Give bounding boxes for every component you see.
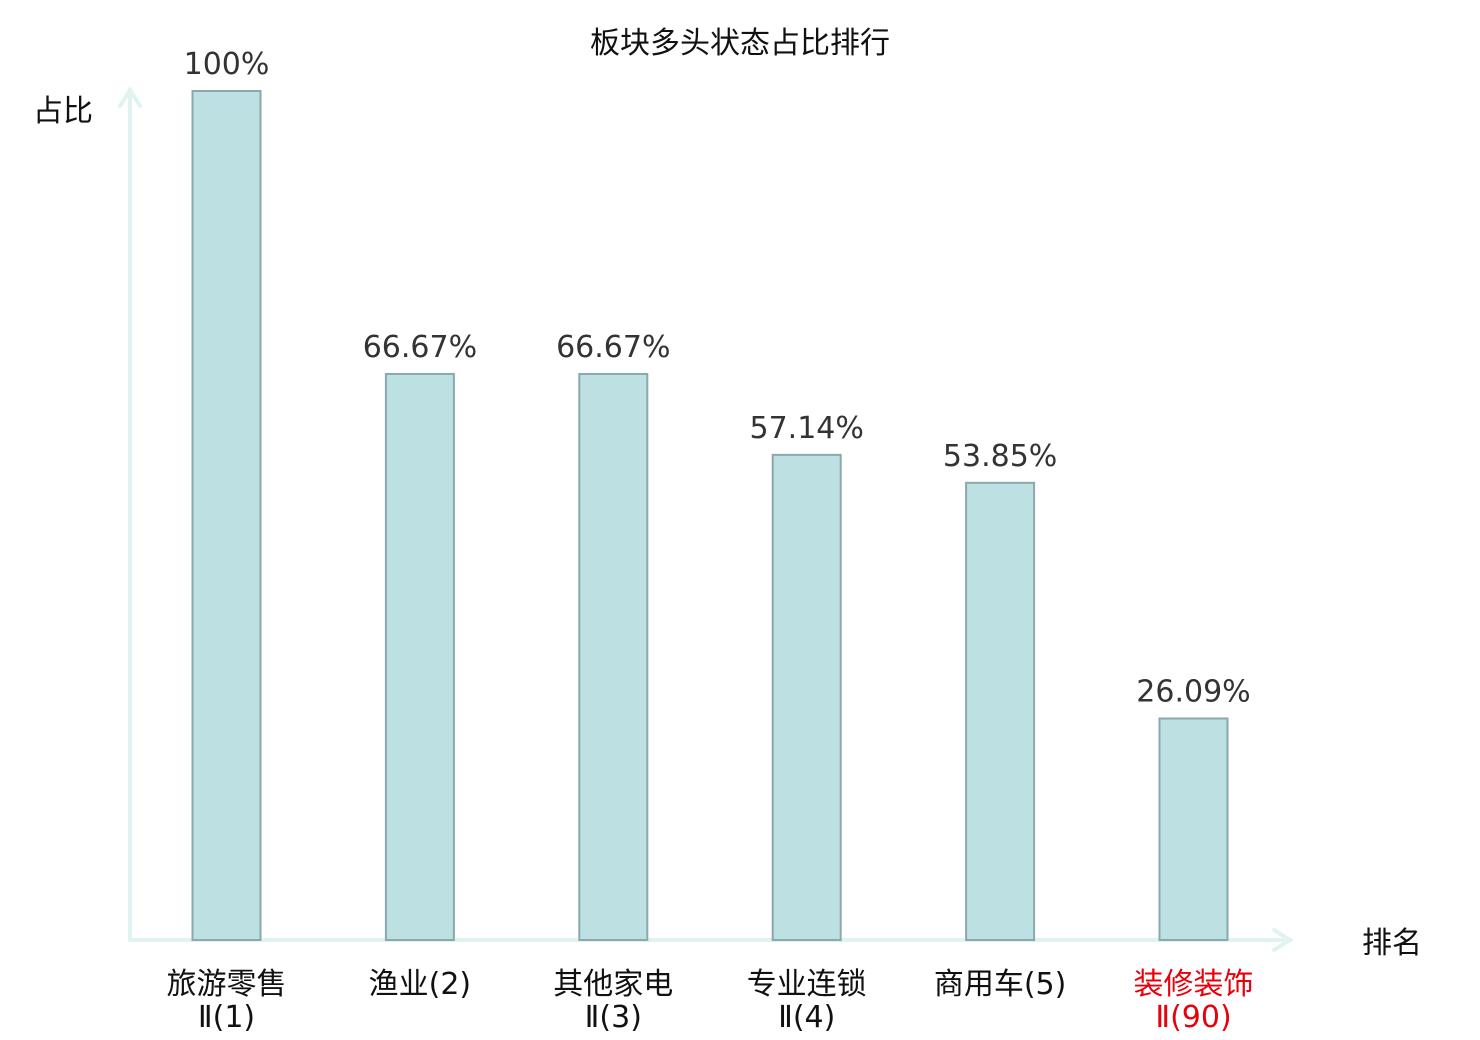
category-label: 装修装饰 bbox=[1134, 967, 1254, 1002]
bar bbox=[965, 481, 1036, 941]
bar-value-label: 100% bbox=[184, 47, 270, 82]
category-label: Ⅱ(4) bbox=[778, 1000, 835, 1035]
bar bbox=[384, 372, 455, 942]
bar-value-label: 66.67% bbox=[363, 330, 477, 365]
bar bbox=[1158, 717, 1229, 942]
value-labels: 100% 66.67% 66.67% 57.14% 53.85% 26.09% bbox=[184, 47, 1251, 709]
bar bbox=[578, 372, 649, 942]
y-axis-arrow bbox=[118, 86, 142, 108]
bar bbox=[191, 90, 262, 941]
category-label: Ⅱ(1) bbox=[198, 1000, 255, 1035]
x-axis-label: 排名 bbox=[1362, 926, 1422, 961]
bars bbox=[191, 90, 1229, 942]
bar-value-label: 57.14% bbox=[750, 411, 864, 446]
bar bbox=[771, 453, 842, 941]
category-label: Ⅱ(90) bbox=[1155, 1000, 1231, 1035]
bar-value-label: 26.09% bbox=[1136, 674, 1250, 709]
category-label: 专业连锁 bbox=[747, 967, 867, 1002]
chart-title: 板块多头状态占比排行 bbox=[590, 26, 890, 61]
category-label: 渔业(2) bbox=[369, 967, 472, 1002]
category-label: Ⅱ(3) bbox=[585, 1000, 642, 1035]
category-label: 旅游零售 bbox=[167, 967, 287, 1002]
axes bbox=[118, 86, 1294, 952]
bar-value-label: 66.67% bbox=[556, 330, 670, 365]
y-axis-label: 占比 bbox=[33, 94, 93, 129]
bar-value-label: 53.85% bbox=[943, 439, 1057, 474]
category-label: 其他家电 bbox=[553, 967, 673, 1002]
category-label: 商用车(5) bbox=[934, 967, 1067, 1002]
x-axis-arrow bbox=[1272, 928, 1294, 952]
